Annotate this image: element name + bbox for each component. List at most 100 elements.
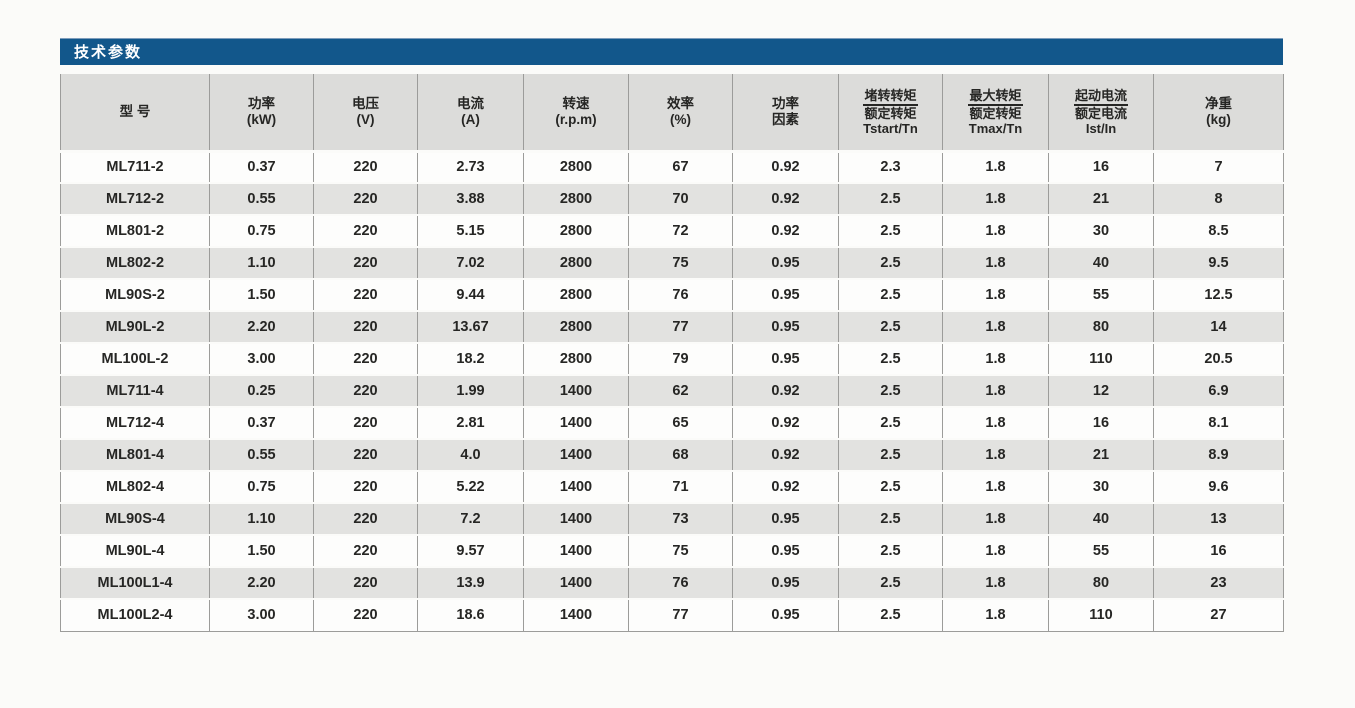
value-cell: 9.6 (1153, 471, 1284, 504)
table-row: ML90L-2 2.20 220 13.67 2800 77 0.95 2.5 1.8 80 14 (60, 311, 1284, 344)
value-cell: 2.5 (838, 567, 943, 600)
column-header: 最大转矩 额定转矩 Tmax/Tn (942, 74, 1049, 153)
value-cell: 0.95 (732, 343, 839, 376)
column-header-line: 额定转矩 (969, 105, 1022, 121)
table-row: ML90L-4 1.50 220 9.57 1400 75 0.95 2.5 1.8 55 16 (60, 535, 1284, 568)
model-cell: ML711-2 (60, 151, 210, 184)
value-cell: 16 (1048, 407, 1154, 440)
value-cell: 73 (628, 503, 733, 536)
value-cell: 1400 (523, 375, 629, 408)
column-header: 功率 因素 (732, 74, 839, 153)
value-cell: 0.92 (732, 439, 839, 472)
value-cell: 14 (1153, 311, 1284, 344)
value-cell: 1.10 (209, 503, 314, 536)
value-cell: 2800 (523, 215, 629, 248)
value-cell: 21 (1048, 439, 1154, 472)
value-cell: 30 (1048, 215, 1154, 248)
table-row: ML802-2 1.10 220 7.02 2800 75 0.95 2.5 1.8 40 9.5 (60, 247, 1284, 280)
value-cell: 220 (313, 471, 418, 504)
value-cell: 1400 (523, 471, 629, 504)
value-cell: 68 (628, 439, 733, 472)
value-cell: 220 (313, 407, 418, 440)
value-cell: 0.75 (209, 471, 314, 504)
value-cell: 55 (1048, 279, 1154, 312)
column-header-line: 电压 (352, 95, 379, 111)
value-cell: 21 (1048, 183, 1154, 216)
table-row: ML711-2 0.37 220 2.73 2800 67 0.92 2.3 1.8 16 7 (60, 151, 1284, 184)
model-cell: ML90L-4 (60, 535, 210, 568)
value-cell: 12.5 (1153, 279, 1284, 312)
column-header-line: Tmax/Tn (968, 120, 1023, 136)
value-cell: 67 (628, 151, 733, 184)
column-header-line: 型 号 (119, 103, 151, 119)
value-cell: 20.5 (1153, 343, 1284, 376)
column-header: 电流 (A) (417, 74, 524, 153)
column-header: 转速 (r.p.m) (523, 74, 629, 153)
value-cell: 80 (1048, 311, 1154, 344)
column-header-line: 堵转转矩 (863, 88, 918, 106)
value-cell: 2.5 (838, 279, 943, 312)
value-cell: 70 (628, 183, 733, 216)
section-title: 技术参数 (74, 44, 143, 61)
value-cell: 2.5 (838, 215, 943, 248)
table-row: ML90S-4 1.10 220 7.2 1400 73 0.95 2.5 1.8 40 13 (60, 503, 1284, 536)
value-cell: 18.2 (417, 343, 524, 376)
column-header-line: 净重 (1205, 95, 1232, 111)
value-cell: 0.95 (732, 311, 839, 344)
value-cell: 40 (1048, 503, 1154, 536)
value-cell: 2.5 (838, 375, 943, 408)
model-cell: ML801-2 (60, 215, 210, 248)
value-cell: 80 (1048, 567, 1154, 600)
value-cell: 9.44 (417, 279, 524, 312)
value-cell: 2.5 (838, 599, 943, 632)
value-cell: 0.95 (732, 535, 839, 568)
spec-table-head: 型 号功率 (kW) 电压 (V) 电流 (A) 转速 (r.p.m) 效率 (%) 功率 因素 堵转转… (60, 74, 1284, 153)
value-cell: 23 (1153, 567, 1284, 600)
table-row: ML711-4 0.25 220 1.99 1400 62 0.92 2.5 1.8 12 6.9 (60, 375, 1284, 408)
value-cell: 220 (313, 503, 418, 536)
value-cell: 2.20 (209, 311, 314, 344)
column-header: 堵转转矩 额定转矩 Tstart/Tn (838, 74, 943, 153)
value-cell: 1.8 (942, 151, 1049, 184)
column-header-line: (V) (356, 111, 375, 127)
value-cell: 1.10 (209, 247, 314, 280)
value-cell: 2.5 (838, 535, 943, 568)
value-cell: 16 (1048, 151, 1154, 184)
column-header-line: Tstart/Tn (863, 120, 918, 136)
value-cell: 71 (628, 471, 733, 504)
value-cell: 75 (628, 247, 733, 280)
value-cell: 65 (628, 407, 733, 440)
value-cell: 0.37 (209, 407, 314, 440)
value-cell: 2800 (523, 279, 629, 312)
table-row: ML100L2-4 3.00 220 18.6 1400 77 0.95 2.5 1.8 110 2… (60, 599, 1284, 632)
value-cell: 1.8 (942, 599, 1049, 632)
value-cell: 1.50 (209, 535, 314, 568)
value-cell: 2.5 (838, 439, 943, 472)
column-header-line: 转速 (562, 95, 590, 111)
table-row: ML100L-2 3.00 220 18.2 2800 79 0.95 2.5 1.8 110 20… (60, 343, 1284, 376)
column-header-line: 最大转矩 (968, 88, 1023, 106)
value-cell: 1.8 (942, 343, 1049, 376)
model-cell: ML100L-2 (60, 343, 210, 376)
value-cell: 220 (313, 151, 418, 184)
value-cell: 220 (313, 535, 418, 568)
column-header-line: 效率 (667, 95, 694, 111)
value-cell: 13.67 (417, 311, 524, 344)
value-cell: 1.8 (942, 215, 1049, 248)
value-cell: 13 (1153, 503, 1284, 536)
value-cell: 72 (628, 215, 733, 248)
column-header-line: 额定电流 (1074, 105, 1127, 121)
value-cell: 7 (1153, 151, 1284, 184)
value-cell: 1.8 (942, 375, 1049, 408)
model-cell: ML712-2 (60, 183, 210, 216)
value-cell: 1400 (523, 407, 629, 440)
catalog-page: 技术参数 型 号功率 (kW) 电压 (V) 电流 (A) 转速 (r.p.m) 效率 (%) 功率… (60, 38, 1284, 632)
table-row: ML801-2 0.75 220 5.15 2800 72 0.92 2.5 1.8 30 8.5 (60, 215, 1284, 248)
value-cell: 76 (628, 567, 733, 600)
column-header-line: 因素 (772, 111, 799, 127)
header-row: 型 号功率 (kW) 电压 (V) 电流 (A) 转速 (r.p.m) 效率 (%) 功率 因素 堵转转… (60, 74, 1284, 153)
table-row: ML802-4 0.75 220 5.22 1400 71 0.92 2.5 1.8 30 9.6 (60, 471, 1284, 504)
value-cell: 2.20 (209, 567, 314, 600)
value-cell: 9.5 (1153, 247, 1284, 280)
column-header-line: (r.p.m) (555, 111, 597, 127)
